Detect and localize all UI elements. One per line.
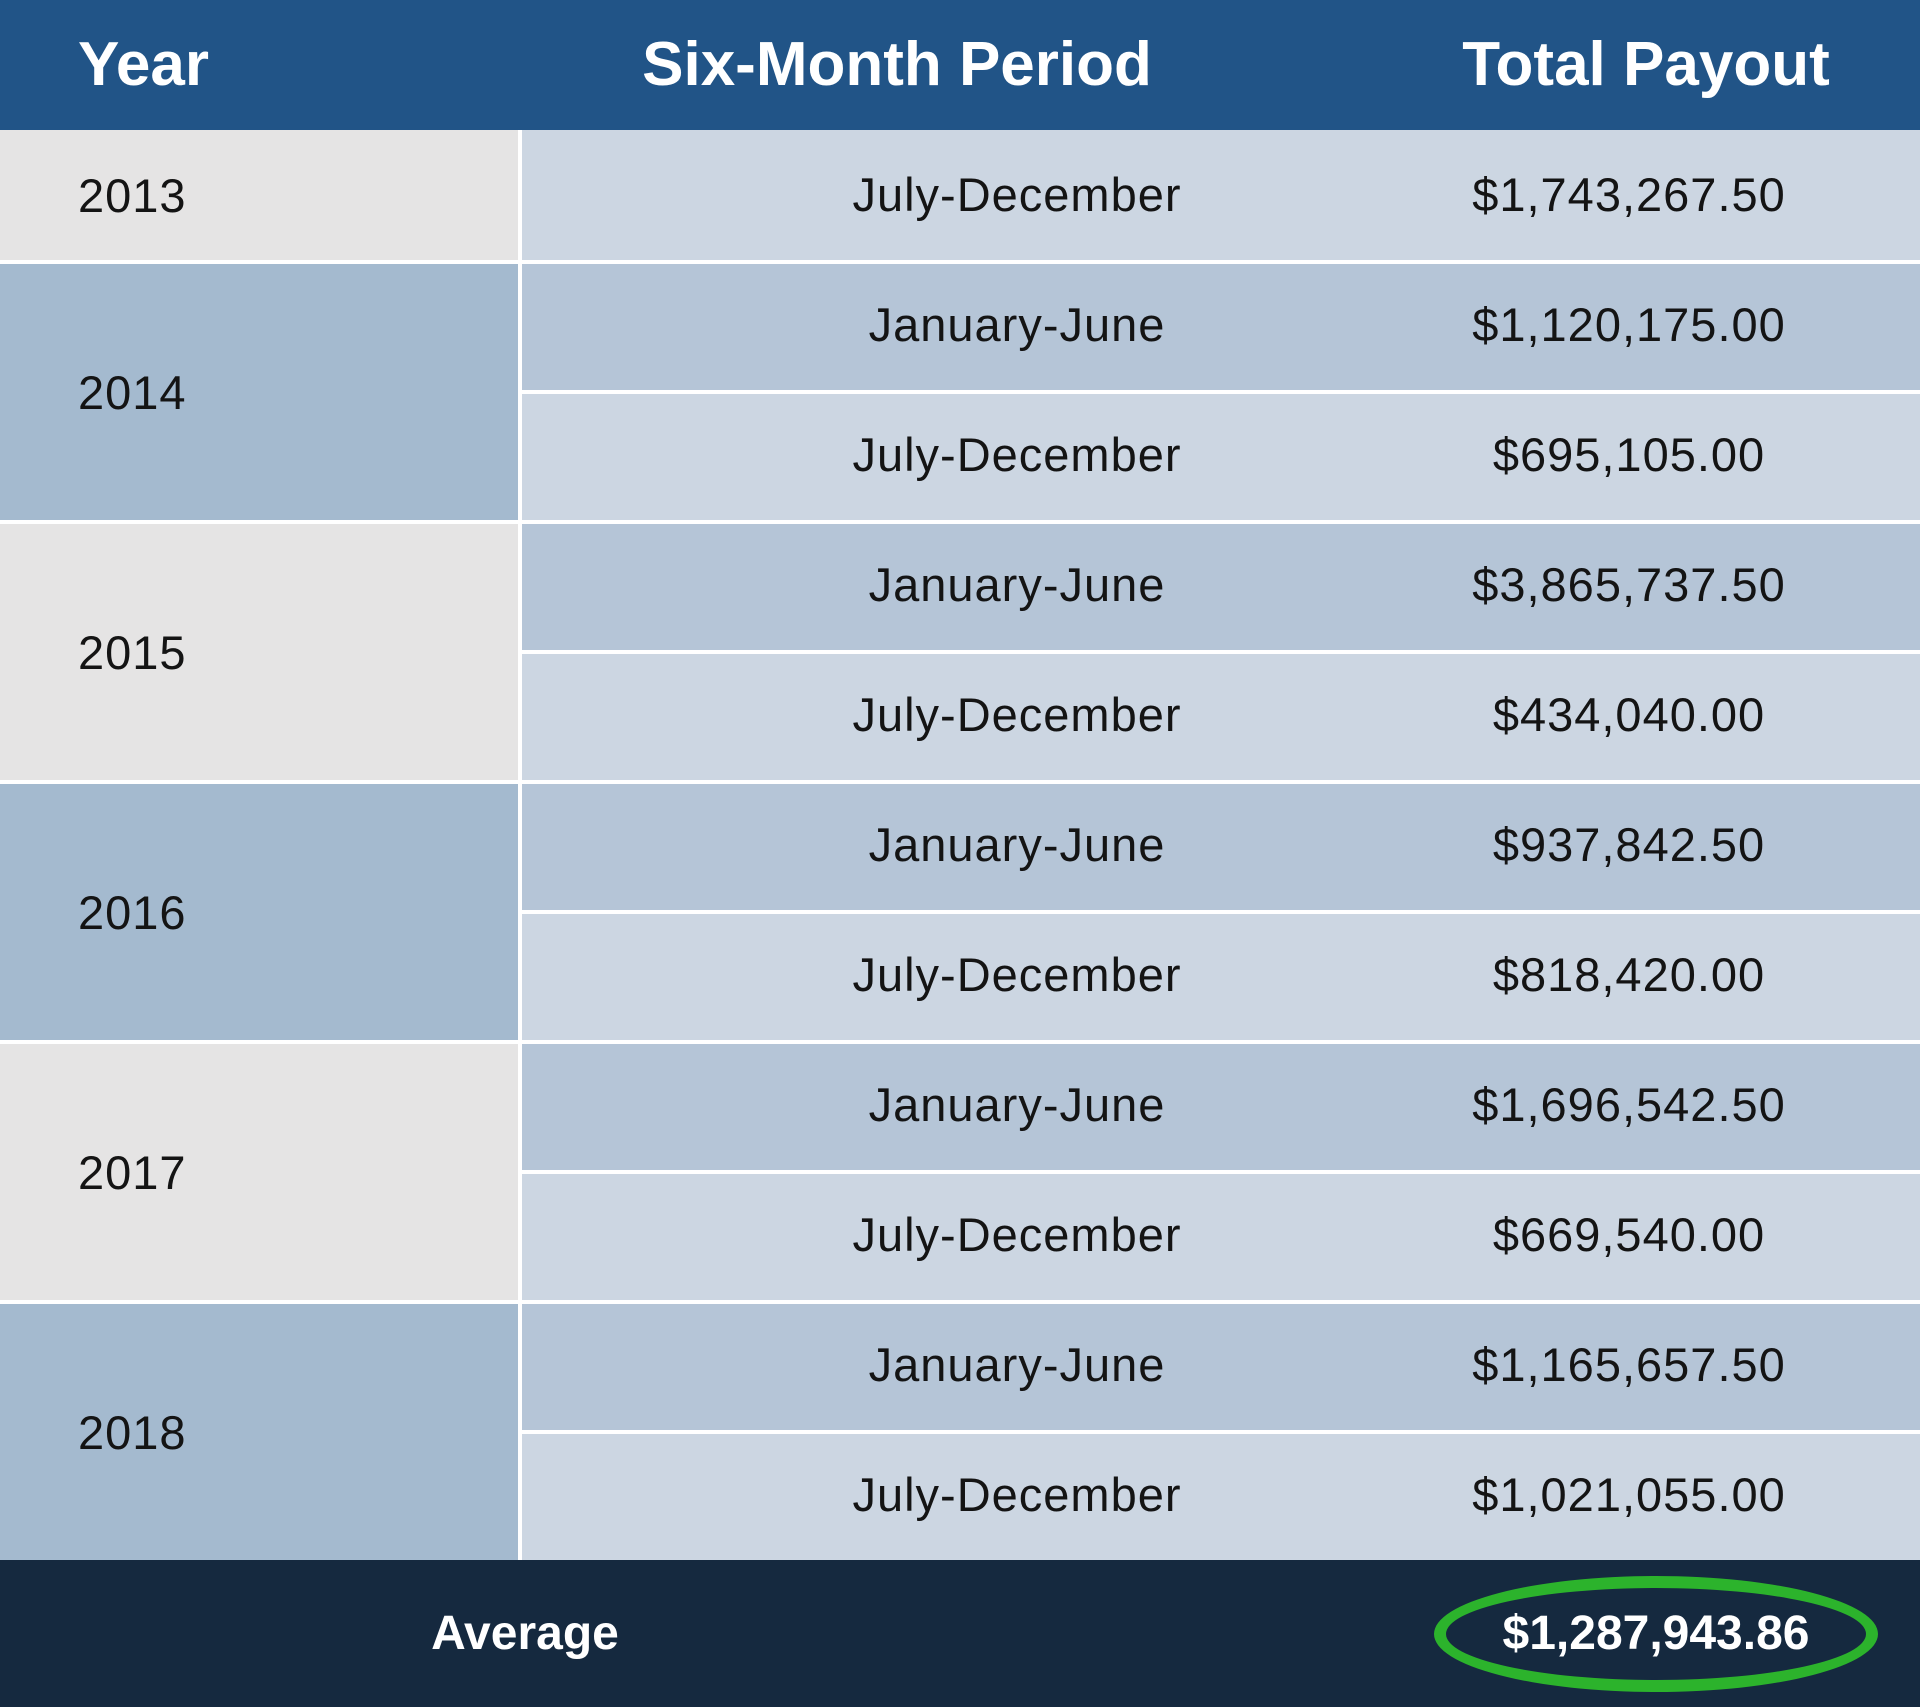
- payout-cell: $1,021,055.00: [1472, 1468, 1786, 1521]
- period-cell: July-December: [852, 428, 1182, 481]
- header-payout: Total Payout: [1462, 30, 1830, 99]
- table-row: January-June $937,842.50: [522, 780, 1920, 910]
- row-divider: [522, 910, 1920, 914]
- header-year: Year: [78, 30, 210, 99]
- year-label: 2016: [78, 885, 187, 939]
- row-divider: [522, 520, 1920, 524]
- period-cell: July-December: [852, 688, 1182, 741]
- payout-cell: $937,842.50: [1492, 818, 1766, 871]
- payout-cell: $1,165,657.50: [1472, 1338, 1786, 1391]
- payout-cell: $1,120,175.00: [1472, 298, 1786, 351]
- table-row: July-December $1,743,267.50: [522, 130, 1920, 260]
- payout-cell: $818,420.00: [1492, 948, 1766, 1001]
- payout-cell: $1,743,267.50: [1472, 168, 1786, 221]
- table-row: July-December $818,420.00: [522, 910, 1920, 1040]
- payout-cell: $3,865,737.50: [1472, 558, 1786, 611]
- table-footer-row: Average $1,287,943.86: [0, 1560, 1920, 1707]
- period-cell: January-June: [868, 298, 1166, 351]
- period-cell: January-June: [868, 1338, 1166, 1391]
- year-label: 2015: [78, 625, 187, 679]
- row-divider: [522, 1040, 1920, 1044]
- year-cell-2017: 2017: [0, 1044, 518, 1300]
- period-cell: July-December: [852, 1468, 1182, 1521]
- average-value: $1,287,943.86: [1502, 1607, 1810, 1660]
- payout-cell: $434,040.00: [1492, 688, 1766, 741]
- row-divider: [522, 1170, 1920, 1174]
- average-label: Average: [431, 1607, 619, 1660]
- row-divider: [522, 390, 1920, 394]
- table-body: 2013 2014 2015 2016 2017 2018 July-Decem…: [0, 130, 1920, 1560]
- row-divider: [522, 260, 1920, 264]
- period-cell: July-December: [852, 948, 1182, 1001]
- row-divider: [522, 780, 1920, 784]
- period-cell: July-December: [852, 168, 1182, 221]
- year-cell-2014: 2014: [0, 264, 518, 520]
- year-cell-2018: 2018: [0, 1304, 518, 1560]
- year-label: 2014: [78, 365, 187, 419]
- table-row: July-December $669,540.00: [522, 1170, 1920, 1300]
- row-divider: [522, 1300, 1920, 1304]
- year-label: 2018: [78, 1405, 187, 1459]
- table-row: January-June $1,120,175.00: [522, 260, 1920, 390]
- period-cell: January-June: [868, 818, 1166, 871]
- year-label: 2013: [78, 168, 187, 222]
- table-row: January-June $1,165,657.50: [522, 1300, 1920, 1430]
- table-row: July-December $434,040.00: [522, 650, 1920, 780]
- header-period: Six-Month Period: [642, 30, 1152, 99]
- payout-cell: $669,540.00: [1492, 1208, 1766, 1261]
- year-cell-2013: 2013: [0, 130, 518, 260]
- table-row: July-December $1,021,055.00: [522, 1430, 1920, 1560]
- row-divider: [522, 650, 1920, 654]
- row-divider: [522, 1430, 1920, 1434]
- year-cell-2016: 2016: [0, 784, 518, 1040]
- period-cell: July-December: [852, 1208, 1182, 1261]
- payout-cell: $695,105.00: [1492, 428, 1766, 481]
- table-row: January-June $3,865,737.50: [522, 520, 1920, 650]
- payout-cell: $1,696,542.50: [1472, 1078, 1786, 1131]
- table-row: July-December $695,105.00: [522, 390, 1920, 520]
- table-row: January-June $1,696,542.50: [522, 1040, 1920, 1170]
- table-header-row: Year Six-Month Period Total Payout: [0, 0, 1920, 130]
- year-cell-2015: 2015: [0, 524, 518, 780]
- period-cell: January-June: [868, 558, 1166, 611]
- year-label: 2017: [78, 1145, 187, 1199]
- period-cell: January-June: [868, 1078, 1166, 1131]
